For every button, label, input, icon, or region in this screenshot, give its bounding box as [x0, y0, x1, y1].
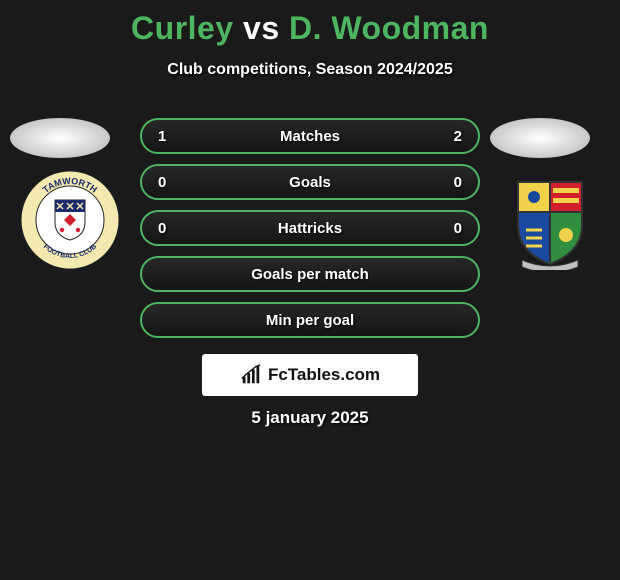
stat-label: Matches: [188, 128, 432, 145]
stat-bar: Min per goal: [140, 302, 480, 338]
watermark-text: FcTables.com: [268, 365, 380, 385]
stat-right-value: 0: [432, 220, 462, 237]
player1-name: Curley: [131, 10, 234, 46]
date-label: 5 january 2025: [0, 408, 620, 428]
stat-label: Hattricks: [188, 220, 432, 237]
stat-left-value: 0: [158, 174, 188, 191]
player2-club-badge: [500, 170, 600, 270]
vs-text: vs: [243, 10, 280, 46]
stat-label: Goals: [188, 174, 432, 191]
player2-photo-placeholder: [490, 118, 590, 158]
stat-bar: 0 Goals 0: [140, 164, 480, 200]
subtitle: Club competitions, Season 2024/2025: [0, 61, 620, 79]
stat-bar: Goals per match: [140, 256, 480, 292]
stat-right-value: 2: [432, 128, 462, 145]
watermark: FcTables.com: [202, 354, 418, 396]
player2-name: D. Woodman: [289, 10, 489, 46]
stat-left-value: 0: [158, 220, 188, 237]
player1-photo-placeholder: [10, 118, 110, 158]
comparison-card: Curley vs D. Woodman Club competitions, …: [0, 0, 620, 580]
stat-bar: 1 Matches 2: [140, 118, 480, 154]
stat-right-value: 0: [432, 174, 462, 191]
stats-column: 1 Matches 2 0 Goals 0 0 Hattricks 0 Goal…: [140, 118, 480, 348]
page-title: Curley vs D. Woodman: [0, 0, 620, 47]
stat-bar: 0 Hattricks 0: [140, 210, 480, 246]
stat-label: Min per goal: [188, 312, 432, 329]
player1-club-badge: TAMWORTH FOOTBALL CLUB: [20, 170, 120, 270]
stat-label: Goals per match: [188, 266, 432, 283]
stat-left-value: 1: [158, 128, 188, 145]
chart-icon: [240, 364, 262, 386]
